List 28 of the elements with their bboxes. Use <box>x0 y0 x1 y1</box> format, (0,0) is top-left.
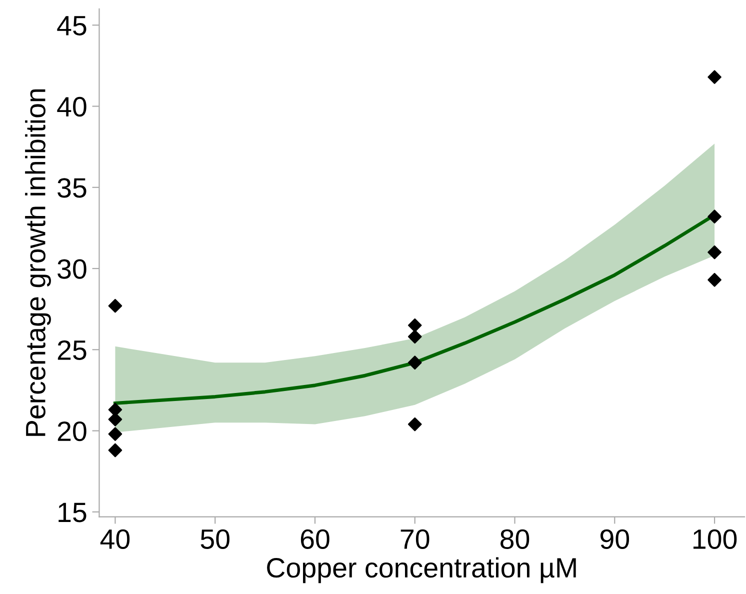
point <box>708 245 722 260</box>
point <box>408 417 422 432</box>
x-tick-label: 90 <box>600 529 630 549</box>
x-tick-label: 100 <box>693 529 737 549</box>
x-tick-label: 80 <box>500 529 530 549</box>
y-tick-label: 30 <box>58 259 86 279</box>
point <box>408 318 422 332</box>
point <box>108 298 122 313</box>
point <box>108 427 122 441</box>
point <box>408 330 422 344</box>
point <box>708 272 722 287</box>
y-tick-label: 20 <box>58 421 86 442</box>
point <box>708 210 722 224</box>
point <box>108 412 122 426</box>
point <box>408 356 422 370</box>
y-tick-label: 35 <box>58 178 86 198</box>
y-tick-label: 45 <box>57 16 86 36</box>
y-tick-label: 15 <box>58 502 86 522</box>
x-tick-label: 40 <box>100 529 130 549</box>
x-tick-label: 70 <box>400 529 430 549</box>
x-tick-label: 60 <box>300 529 330 549</box>
point <box>708 70 722 84</box>
y-tick-label: 25 <box>58 340 86 360</box>
x-axis-title: Copper concentration µM <box>267 557 576 584</box>
point <box>108 443 122 458</box>
y-axis-title: Percentage growth inhibition <box>25 89 51 436</box>
x-tick-label: 50 <box>200 529 230 549</box>
y-tick-label: 40 <box>57 96 86 117</box>
